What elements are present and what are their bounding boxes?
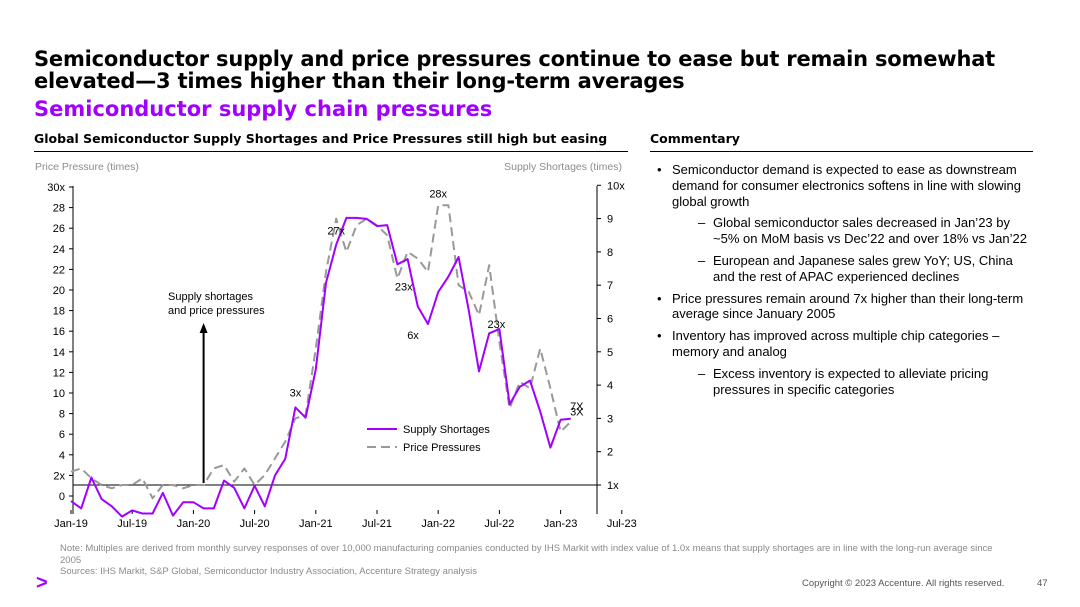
right-tick-label: 3: [607, 413, 613, 425]
right-tick-label: 5: [607, 347, 613, 359]
arrow-head: [199, 323, 208, 333]
data-label: 6x: [407, 330, 419, 342]
footnote: Note: Multiples are derived from monthly…: [60, 543, 1000, 578]
commentary-bullet: Semiconductor demand is expected to ease…: [656, 162, 1036, 209]
page-number: 47: [1037, 578, 1048, 589]
x-tick-label: Jul-21: [362, 518, 392, 530]
chart-section-heading: Global Semiconductor Supply Shortages an…: [34, 131, 628, 152]
copyright-text: Copyright © 2023 Accenture. All rights r…: [802, 578, 1005, 589]
x-tick-label: Jul-22: [484, 518, 514, 530]
left-tick-label: 14: [53, 347, 65, 359]
left-tick-label: 16: [53, 326, 65, 338]
x-tick-label: Jan-19: [54, 518, 88, 530]
x-tick-label: Jul-19: [117, 518, 147, 530]
left-tick-label: 4: [59, 450, 65, 462]
legend-price-label: Price Pressures: [403, 442, 481, 454]
right-tick-label: 1x: [607, 480, 619, 492]
arrow-label: and price pressures: [168, 305, 265, 317]
commentary-heading: Commentary: [650, 131, 1033, 152]
right-tick-label: 2: [607, 447, 613, 459]
right-tick-label: 6: [607, 314, 613, 326]
price-pressures-line: [70, 204, 572, 500]
legend-supply-label: Supply Shortages: [403, 424, 490, 436]
data-label: 27x: [327, 226, 345, 238]
footnote-sources: Sources: IHS Markit, S&P Global, Semicon…: [60, 566, 477, 577]
data-label: 28x: [429, 188, 447, 200]
page-subtitle: Semiconductor supply chain pressures: [34, 97, 493, 121]
left-tick-label: 2x: [53, 470, 65, 482]
data-label: 7X: [570, 401, 584, 413]
x-tick-label: Jan-20: [177, 518, 211, 530]
right-tick-label: 10x: [607, 180, 625, 192]
page-title: Semiconductor supply and price pressures…: [34, 47, 996, 93]
right-axis-title: Supply Shortages (times): [504, 161, 622, 173]
left-tick-label: 10: [53, 388, 65, 400]
left-tick-label: 0: [59, 491, 65, 503]
commentary-subbullet: European and Japanese sales grew YoY; US…: [656, 253, 1036, 285]
footnote-note: Note: Multiples are derived from monthly…: [60, 543, 993, 566]
commentary-bullet: Inventory has improved across multiple c…: [656, 328, 1036, 360]
x-tick-label: Jan-21: [299, 518, 333, 530]
left-tick-label: 12: [53, 367, 65, 379]
data-label: 23x: [488, 319, 506, 331]
left-tick-label: 24: [53, 244, 65, 256]
left-tick-label: 22: [53, 264, 65, 276]
right-tick-label: 7: [607, 280, 613, 292]
left-tick-label: 8: [59, 409, 65, 421]
left-tick-label: 28: [53, 203, 65, 215]
x-tick-label: Jan-23: [544, 518, 578, 530]
supply-shortages-line: [70, 216, 571, 518]
accenture-logo: >: [36, 572, 48, 594]
left-tick-label: 30x: [47, 182, 65, 194]
data-label: 23x: [395, 281, 413, 293]
commentary-subbullet: Excess inventory is expected to alleviat…: [656, 366, 1036, 398]
right-tick-label: 8: [607, 247, 613, 259]
left-tick-label: 26: [53, 223, 65, 235]
left-axis-title: Price Pressure (times): [35, 161, 139, 173]
left-tick-label: 6: [59, 429, 65, 441]
data-label: 3x: [290, 387, 302, 399]
x-tick-label: Jul-23: [607, 518, 637, 530]
left-tick-label: 18: [53, 306, 65, 318]
right-tick-label: 9: [607, 214, 613, 226]
x-tick-label: Jul-20: [240, 518, 270, 530]
commentary-list: Semiconductor demand is expected to ease…: [656, 162, 1036, 403]
commentary-bullet: Price pressures remain around 7x higher …: [656, 291, 1036, 323]
data-label: 3X: [570, 407, 584, 419]
left-tick-label: 20: [53, 285, 65, 297]
x-tick-label: Jan-22: [421, 518, 455, 530]
arrow-label: Supply shortages: [168, 291, 253, 303]
commentary-subbullet: Global semiconductor sales decreased in …: [656, 215, 1036, 247]
right-tick-label: 4: [607, 380, 613, 392]
